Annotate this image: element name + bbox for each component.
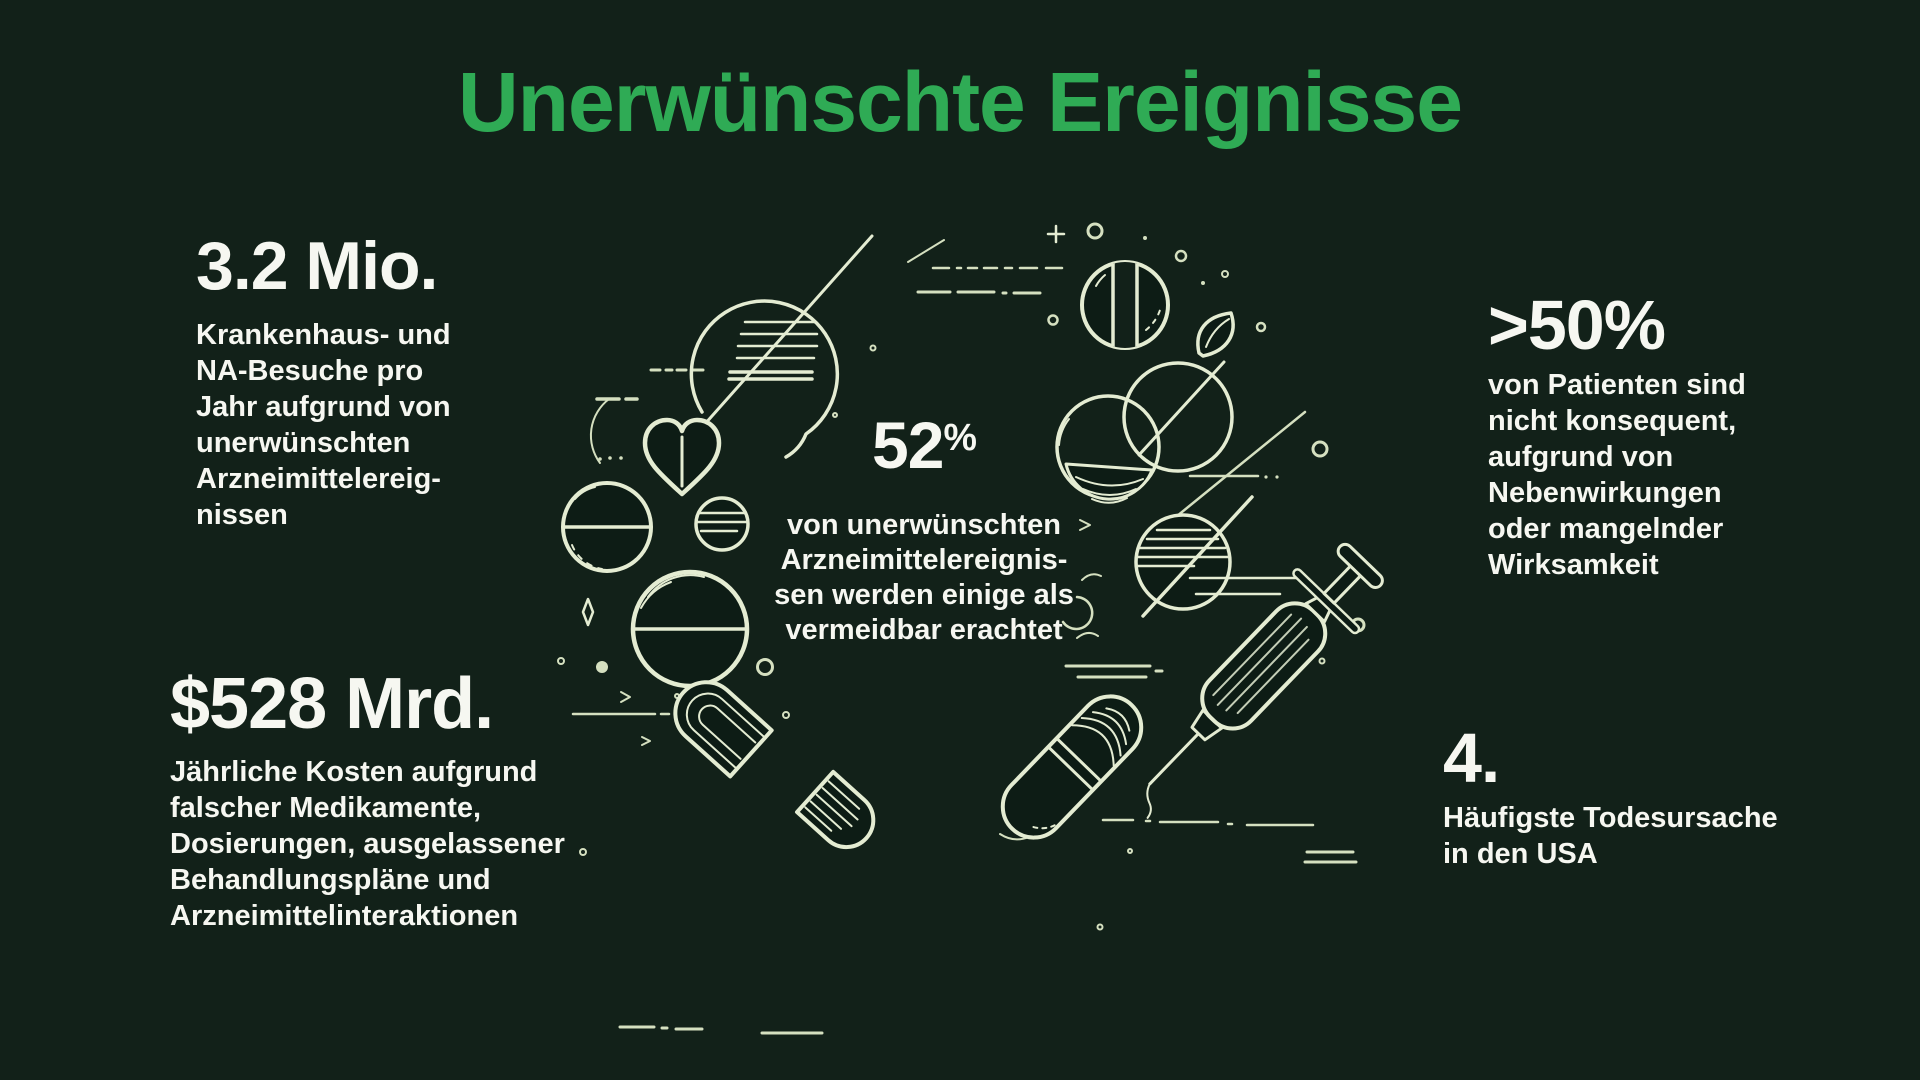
citrus-slice-icon xyxy=(1055,360,1234,504)
heart-icon xyxy=(642,417,722,497)
syringe-icon xyxy=(1146,542,1384,819)
page-title: Unerwünschte Ereignisse xyxy=(458,55,1463,149)
large-scored-tablet-icon xyxy=(630,569,750,689)
capsule-icon xyxy=(1000,694,1144,840)
stat-preventable-description: von unerwünschten Arzneimittelereignis- … xyxy=(774,509,1074,646)
scatter-decoration xyxy=(557,222,1366,1035)
stat-preventable-value: 52% xyxy=(774,412,1074,478)
stat-hospital-visits-value: 3.2 Mio. xyxy=(196,228,438,304)
stat-preventable-number: 52 xyxy=(872,408,944,482)
stat-annual-costs: $528 Mrd. Jährliche Kosten aufgrund fals… xyxy=(170,668,565,934)
stat-cause-of-death-description: Häufigste Todesursache in den USA xyxy=(1443,802,1778,870)
sparkle-icon xyxy=(581,224,1066,627)
stat-hospital-visits-description: Krankenhaus- und NA-Besuche pro Jahr auf… xyxy=(196,319,451,531)
stat-cause-of-death: 4. Häufigste Todesursache in den USA xyxy=(1443,723,1778,872)
stat-annual-costs-value: $528 Mrd. xyxy=(170,664,494,744)
stat-cause-of-death-value: 4. xyxy=(1443,719,1500,797)
split-capsule-icon xyxy=(673,680,876,850)
stat-non-adherence-description: von Patienten sind nicht konsequent, auf… xyxy=(1488,369,1746,581)
scored-tablet-icon xyxy=(561,481,653,573)
stat-preventable: 52% von unerwünschten Arzneimittelereign… xyxy=(774,412,1074,648)
striped-tablet-icon xyxy=(694,496,750,552)
stat-preventable-percent-sign: % xyxy=(943,415,976,458)
stat-hospital-visits: 3.2 Mio. Krankenhaus- und NA-Besuche pro… xyxy=(196,232,451,533)
banded-pill-icon xyxy=(1080,260,1170,350)
stat-non-adherence-value: >50% xyxy=(1488,286,1666,364)
striped-slash-tablet-icon xyxy=(1134,495,1300,618)
stat-annual-costs-description: Jährliche Kosten aufgrund falscher Medik… xyxy=(170,756,565,932)
leaf-icon xyxy=(1196,311,1235,358)
stat-non-adherence: >50% von Patienten sind nicht konsequent… xyxy=(1488,290,1746,583)
